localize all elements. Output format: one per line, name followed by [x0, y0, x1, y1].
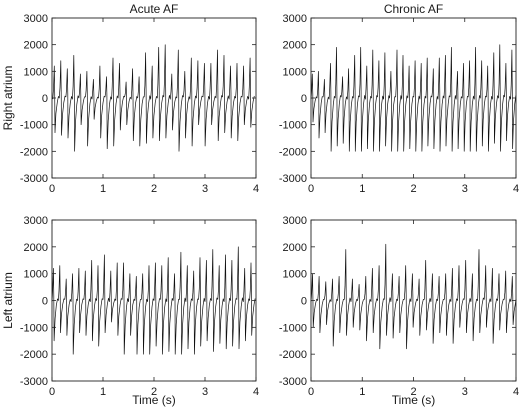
x-tick-label: 3: [462, 386, 468, 398]
x-tick-label: 3: [462, 183, 468, 195]
x-tick-label: 2: [151, 183, 157, 195]
x-tick-label: 2: [410, 183, 416, 195]
y-tick-label: -3000: [279, 376, 307, 388]
y-tick-label: 0: [301, 296, 307, 308]
y-tick-label: 0: [42, 93, 48, 105]
x-tick-label: 0: [308, 386, 314, 398]
y-tick-label: 2000: [24, 40, 48, 52]
x-axis-label: Time (s): [392, 393, 436, 407]
x-axis-label: Time (s): [132, 393, 176, 407]
plot-frame: [51, 17, 257, 179]
x-tick-label: 4: [513, 183, 519, 195]
x-tick-label: 3: [202, 183, 208, 195]
signal-trace: [52, 44, 255, 152]
y-tick-label: -2000: [279, 349, 307, 361]
y-tick-label: 2000: [24, 242, 48, 254]
y-tick-label: -1000: [279, 322, 307, 334]
chart-title: Chronic AF: [384, 2, 443, 16]
x-tick-label: 0: [308, 183, 314, 195]
y-tick-label: -1000: [20, 322, 48, 334]
x-tick-label: 4: [513, 386, 519, 398]
y-tick-label: -2000: [20, 349, 48, 361]
x-tick-label: 1: [359, 183, 365, 195]
y-tick-label: 0: [42, 296, 48, 308]
y-tick-label: -3000: [20, 376, 48, 388]
y-tick-label: -2000: [20, 146, 48, 158]
y-tick-label: 3000: [283, 13, 307, 25]
x-tick-label: 1: [100, 183, 106, 195]
y-tick-label: -2000: [279, 146, 307, 158]
x-tick-label: 0: [49, 183, 55, 195]
x-tick-label: 2: [151, 386, 157, 398]
plot-frame: [310, 219, 517, 382]
x-tick-label: 1: [359, 386, 365, 398]
x-tick-label: 3: [202, 386, 208, 398]
y-tick-label: 1000: [283, 66, 307, 78]
y-tick-label: 0: [301, 93, 307, 105]
x-tick-label: 1: [100, 386, 106, 398]
y-tick-label: 1000: [24, 269, 48, 281]
y-tick-label: 3000: [24, 13, 48, 25]
y-tick-label: 3000: [283, 215, 307, 227]
signal-trace: [310, 243, 517, 350]
y-tick-label: 2000: [283, 40, 307, 52]
y-tick-label: -3000: [20, 173, 48, 185]
x-tick-label: 4: [253, 386, 259, 398]
signal-trace: [310, 44, 517, 152]
y-tick-label: 2000: [283, 242, 307, 254]
y-tick-label: 3000: [24, 215, 48, 227]
chart-title: Acute AF: [130, 2, 179, 16]
signal-trace: [51, 246, 256, 355]
y-axis-label: Right atrium: [1, 66, 15, 131]
y-tick-label: -1000: [20, 120, 48, 132]
x-tick-label: 4: [253, 183, 259, 195]
y-tick-label: -1000: [279, 120, 307, 132]
y-tick-label: -3000: [279, 173, 307, 185]
y-tick-label: 1000: [283, 269, 307, 281]
y-tick-label: 1000: [24, 66, 48, 78]
x-tick-label: 0: [49, 386, 55, 398]
y-axis-label: Left atrium: [1, 272, 15, 329]
x-tick-label: 2: [410, 386, 416, 398]
